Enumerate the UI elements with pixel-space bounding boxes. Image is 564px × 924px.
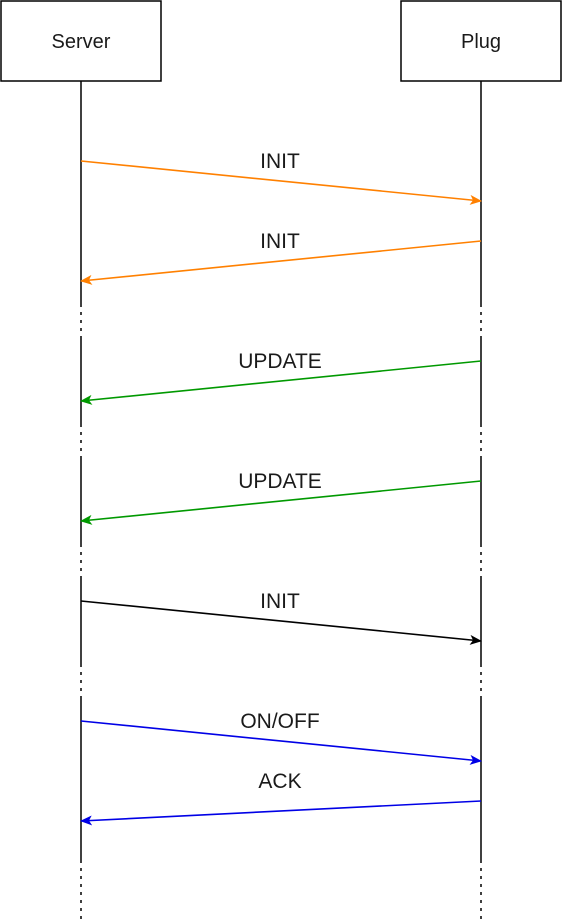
message-label-1: INIT: [260, 230, 300, 253]
message-arrow-5: [80, 720, 482, 765]
participant-server: Server: [0, 0, 162, 82]
participant-label-plug: Plug: [461, 31, 501, 53]
participant-box-server: [0, 0, 162, 82]
message-4: INIT: [80, 590, 482, 645]
message-arrow-3: [80, 480, 482, 525]
participant-label-server: Server: [52, 31, 111, 53]
participant-plug: Plug: [400, 0, 562, 82]
message-6: ACK: [80, 770, 482, 826]
message-2: UPDATE: [80, 350, 482, 405]
lifelines: [80, 81, 482, 922]
message-label-3: UPDATE: [238, 470, 322, 493]
message-5: ON/OFF: [80, 710, 482, 765]
message-0: INIT: [80, 150, 482, 205]
message-label-2: UPDATE: [238, 350, 322, 373]
participant-box-plug: [400, 0, 562, 82]
message-arrow-0: [80, 160, 482, 205]
message-3: UPDATE: [80, 470, 482, 525]
message-label-5: ON/OFF: [240, 710, 319, 733]
message-arrow-6: [80, 800, 482, 826]
message-arrow-2: [80, 360, 482, 405]
message-label-6: ACK: [258, 770, 301, 793]
message-arrow-1: [80, 240, 482, 285]
message-label-4: INIT: [260, 590, 300, 613]
message-arrow-4: [80, 600, 482, 645]
message-1: INIT: [80, 230, 482, 285]
message-label-0: INIT: [260, 150, 300, 173]
